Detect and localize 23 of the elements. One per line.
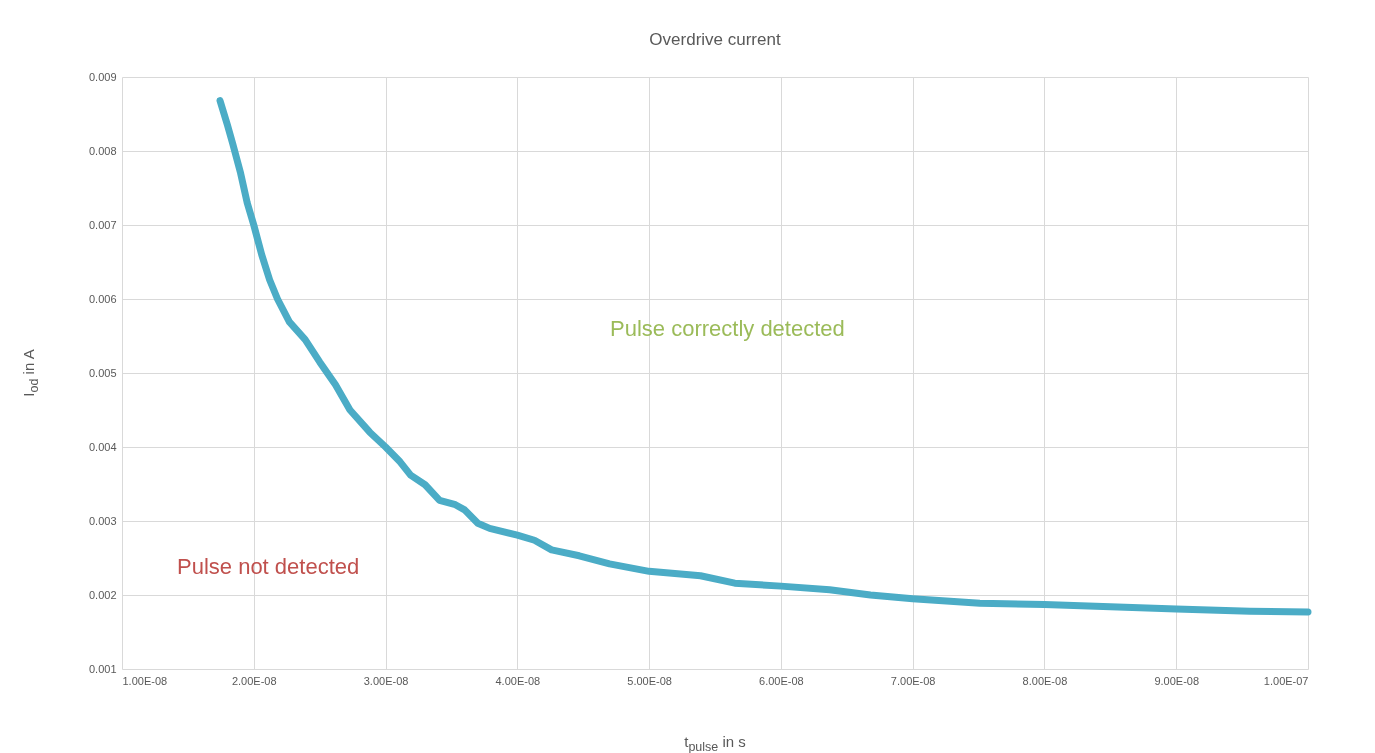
x-tick-label: 7.00E-08 [890, 674, 936, 687]
y-tick-label: 0.008 [88, 144, 117, 157]
x-tick-label: 1.00E-08 [122, 674, 168, 687]
y-tick-label: 0.005 [88, 366, 117, 379]
x-tick-label: 3.00E-08 [363, 674, 409, 687]
annotation: Pulse correctly detected [610, 316, 845, 342]
y-tick-label: 0.001 [88, 662, 117, 675]
x-tick-label: 5.00E-08 [627, 674, 672, 687]
x-axis-title: t$_{pulse}$ in s [684, 733, 746, 753]
annotation: Pulse not detected [177, 554, 360, 580]
y-tick-label: 0.006 [88, 292, 117, 305]
y-tick-label: 0.007 [88, 218, 117, 231]
x-tick-label: 8.00E-08 [1022, 674, 1068, 687]
y-tick-label: 0.003 [88, 514, 117, 527]
x-tick-label: 6.00E-08 [759, 674, 804, 687]
chart-title: Overdrive current [649, 30, 781, 49]
x-tick-label: 4.00E-08 [495, 674, 541, 687]
y-tick-label: 0.009 [88, 70, 117, 83]
y-tick-label: 0.004 [88, 440, 117, 453]
x-tick-label: 9.00E-08 [1154, 674, 1200, 687]
y-tick-label: 0.002 [88, 588, 117, 601]
x-tick-label: 1.00E-07 [1263, 674, 1309, 687]
x-tick-label: 2.00E-08 [231, 674, 277, 687]
